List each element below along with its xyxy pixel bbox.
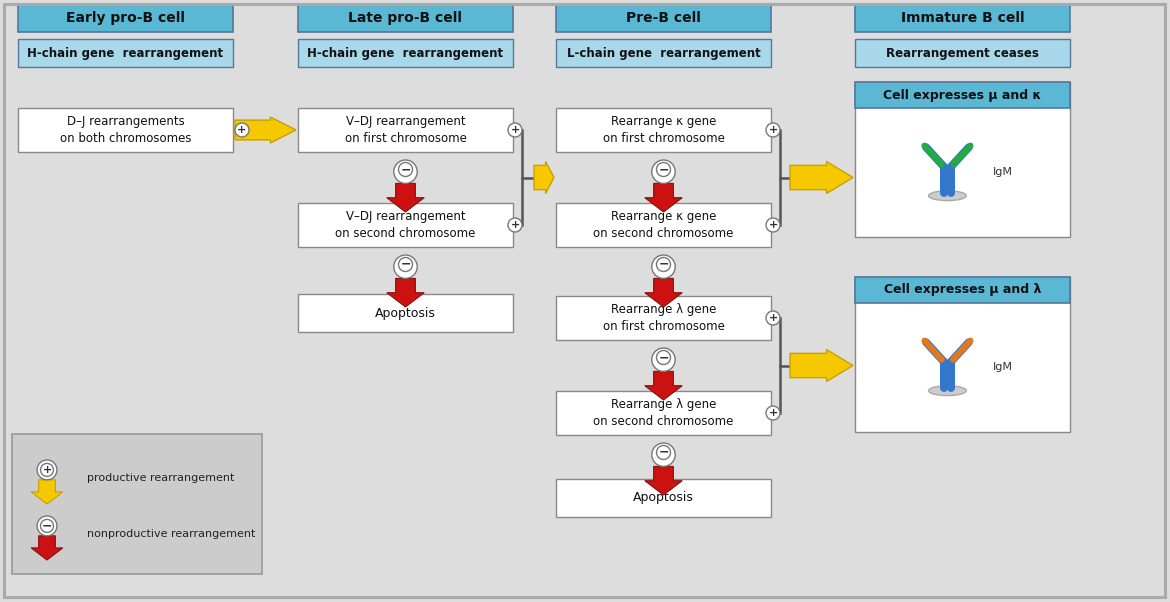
Bar <box>556 4 771 32</box>
Bar <box>556 479 771 517</box>
Text: −: − <box>659 258 669 271</box>
Bar <box>12 434 262 574</box>
Bar <box>855 277 1071 432</box>
Text: nonproductive rearrangement: nonproductive rearrangement <box>87 529 255 539</box>
Bar <box>18 4 233 32</box>
Text: H-chain gene  rearrangement: H-chain gene rearrangement <box>308 46 503 60</box>
Circle shape <box>656 163 670 176</box>
Circle shape <box>766 406 780 420</box>
Text: Rearrange λ gene
on second chromosome: Rearrange λ gene on second chromosome <box>593 398 734 428</box>
Circle shape <box>399 163 413 176</box>
Bar <box>556 203 771 247</box>
Text: −: − <box>659 446 669 459</box>
Polygon shape <box>790 161 853 193</box>
Circle shape <box>652 348 675 371</box>
Text: −: − <box>400 163 411 176</box>
Circle shape <box>656 258 670 272</box>
Text: Pre-B cell: Pre-B cell <box>626 11 701 25</box>
Text: +: + <box>510 220 519 230</box>
Text: D–J rearrangements
on both chromosomes: D–J rearrangements on both chromosomes <box>60 115 191 145</box>
Bar <box>855 82 1071 237</box>
Polygon shape <box>235 117 296 143</box>
Bar <box>855 82 1071 108</box>
Circle shape <box>766 123 780 137</box>
Text: +: + <box>769 313 778 323</box>
Text: −: − <box>659 163 669 176</box>
Circle shape <box>41 464 54 476</box>
Circle shape <box>766 311 780 325</box>
Text: +: + <box>769 125 778 135</box>
Circle shape <box>652 443 675 467</box>
Text: −: − <box>42 520 53 532</box>
Text: Cell expresses μ and κ: Cell expresses μ and κ <box>883 88 1041 102</box>
Bar <box>298 108 512 152</box>
Circle shape <box>235 123 249 137</box>
Ellipse shape <box>929 191 966 200</box>
Polygon shape <box>645 278 682 307</box>
Bar <box>855 4 1071 32</box>
Circle shape <box>656 445 670 459</box>
Text: Immature B cell: Immature B cell <box>901 11 1024 25</box>
Text: −: − <box>659 351 669 364</box>
Bar <box>298 4 512 32</box>
Text: IgM: IgM <box>992 362 1012 372</box>
Ellipse shape <box>929 386 966 396</box>
Polygon shape <box>32 536 63 560</box>
Circle shape <box>394 255 418 278</box>
Circle shape <box>508 123 522 137</box>
Bar <box>855 39 1071 67</box>
Text: Apoptosis: Apoptosis <box>633 491 694 504</box>
Text: +: + <box>769 220 778 230</box>
Circle shape <box>394 160 418 184</box>
Text: +: + <box>769 408 778 418</box>
Text: Rearrange κ gene
on first chromosome: Rearrange κ gene on first chromosome <box>603 115 724 145</box>
Circle shape <box>656 350 670 364</box>
Bar <box>18 39 233 67</box>
Text: productive rearrangement: productive rearrangement <box>87 473 234 483</box>
Polygon shape <box>534 161 555 193</box>
Circle shape <box>652 160 675 184</box>
Polygon shape <box>387 278 425 307</box>
Polygon shape <box>387 184 425 212</box>
Text: +: + <box>42 465 51 475</box>
Bar <box>298 294 512 332</box>
Text: H-chain gene  rearrangement: H-chain gene rearrangement <box>27 46 223 60</box>
Text: −: − <box>400 258 411 271</box>
Circle shape <box>508 218 522 232</box>
Polygon shape <box>645 467 682 495</box>
Text: L-chain gene  rearrangement: L-chain gene rearrangement <box>566 46 760 60</box>
Bar <box>298 203 512 247</box>
Circle shape <box>37 516 57 536</box>
Polygon shape <box>790 350 853 382</box>
Text: Rearrangement ceases: Rearrangement ceases <box>886 46 1039 60</box>
Polygon shape <box>645 184 682 212</box>
Text: Apoptosis: Apoptosis <box>376 306 436 320</box>
Bar <box>298 39 512 67</box>
Circle shape <box>41 520 54 532</box>
Bar <box>556 296 771 340</box>
Bar <box>556 108 771 152</box>
Polygon shape <box>32 480 63 504</box>
Circle shape <box>652 255 675 278</box>
Bar <box>855 277 1071 303</box>
Text: Early pro-B cell: Early pro-B cell <box>66 11 185 25</box>
Circle shape <box>37 460 57 480</box>
Text: Rearrange λ gene
on first chromosome: Rearrange λ gene on first chromosome <box>603 303 724 333</box>
Circle shape <box>766 218 780 232</box>
Text: +: + <box>510 125 519 135</box>
Polygon shape <box>645 371 682 400</box>
Text: V–DJ rearrangement
on first chromosome: V–DJ rearrangement on first chromosome <box>344 115 467 145</box>
Text: IgM: IgM <box>992 167 1012 177</box>
Text: Late pro-B cell: Late pro-B cell <box>349 11 462 25</box>
Text: +: + <box>238 125 247 135</box>
Circle shape <box>399 258 413 272</box>
Bar <box>556 391 771 435</box>
Text: V–DJ rearrangement
on second chromosome: V–DJ rearrangement on second chromosome <box>336 210 476 240</box>
Text: Cell expresses μ and λ: Cell expresses μ and λ <box>883 284 1041 297</box>
Bar <box>18 108 233 152</box>
Text: Rearrange κ gene
on second chromosome: Rearrange κ gene on second chromosome <box>593 210 734 240</box>
Bar <box>556 39 771 67</box>
